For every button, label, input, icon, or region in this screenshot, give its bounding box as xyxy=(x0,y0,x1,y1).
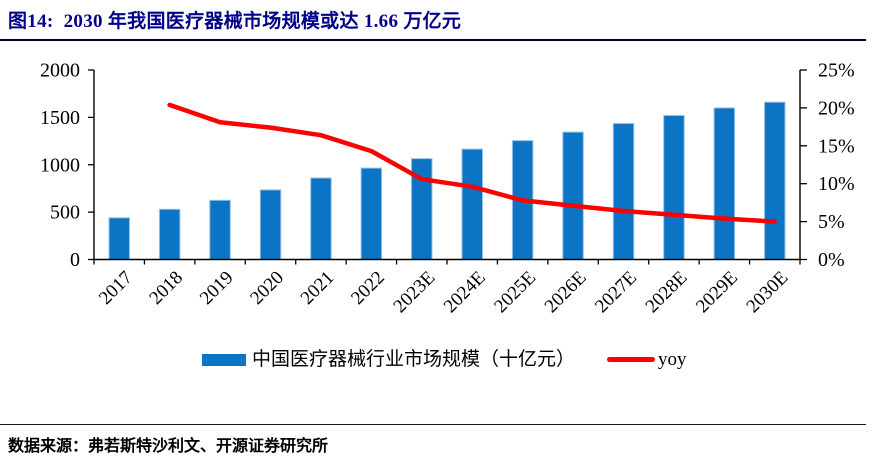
bar-2030E xyxy=(764,101,786,260)
left-axis-label: 1000 xyxy=(40,154,80,176)
bar-2027E xyxy=(612,123,635,260)
category-label: 2026E xyxy=(541,267,591,317)
yoy-series-label: yoy xyxy=(658,349,687,370)
figure-title: 图14: 2030 年我国医疗器械市场规模或达 1.66 万亿元 xyxy=(8,11,462,32)
bar-2028E xyxy=(663,115,685,260)
category-label: 2029E xyxy=(692,267,742,317)
category-label: 2019 xyxy=(196,267,238,309)
legend-item-market-size: 中国医疗器械行业市场规模（十亿元） xyxy=(202,350,575,369)
right-axis-label: 10% xyxy=(818,173,855,195)
category-label: 2025E xyxy=(490,267,540,317)
category-label: 2021 xyxy=(297,267,339,309)
category-label: 2027E xyxy=(591,267,641,317)
bar-2021 xyxy=(310,177,332,260)
category-label: 2020 xyxy=(246,267,288,309)
right-axis-label: 15% xyxy=(818,135,855,157)
chart-legend: 中国医疗器械行业市场规模（十亿元） yoy xyxy=(202,350,687,369)
bar-2025E xyxy=(511,140,534,261)
bar-series-label: 中国医疗器械行业市场规模（十亿元） xyxy=(252,349,576,370)
source-rule xyxy=(0,424,866,425)
right-axis-label: 0% xyxy=(818,249,845,271)
left-axis-label: 500 xyxy=(50,202,80,224)
category-label: 2018 xyxy=(145,267,187,309)
left-axis-label: 1500 xyxy=(40,107,80,129)
category-label: 2024E xyxy=(440,267,490,317)
bar-2018 xyxy=(158,208,181,261)
bar-2022 xyxy=(360,167,383,261)
bar-series-swatch xyxy=(202,353,246,366)
category-label: 2017 xyxy=(95,267,137,309)
left-axis-label: 2000 xyxy=(40,60,80,82)
title-rule xyxy=(0,39,866,41)
bar-2024E xyxy=(461,148,483,261)
category-label: 2022 xyxy=(347,267,389,309)
bar-2017 xyxy=(108,217,130,261)
right-axis-label: 5% xyxy=(818,211,845,233)
category-label: 2023E xyxy=(389,267,439,317)
category-label: 2028E xyxy=(642,267,692,317)
yoy-line xyxy=(167,102,778,224)
yoy-series-swatch xyxy=(607,357,656,362)
category-label: 2030E xyxy=(742,267,792,317)
right-axis-label: 20% xyxy=(818,97,855,119)
bar-2020 xyxy=(259,189,282,260)
bar-2019 xyxy=(209,199,231,261)
left-axis-label: 0 xyxy=(70,249,80,271)
bar-2029E xyxy=(713,107,736,261)
legend-item-yoy: yoy xyxy=(607,350,687,369)
right-axis-label: 25% xyxy=(818,60,855,82)
bar-2023E xyxy=(411,158,433,261)
data-source-text: 数据来源：弗若斯特沙利文、开源证券研究所 xyxy=(8,438,329,455)
bar-2026E xyxy=(562,131,584,261)
